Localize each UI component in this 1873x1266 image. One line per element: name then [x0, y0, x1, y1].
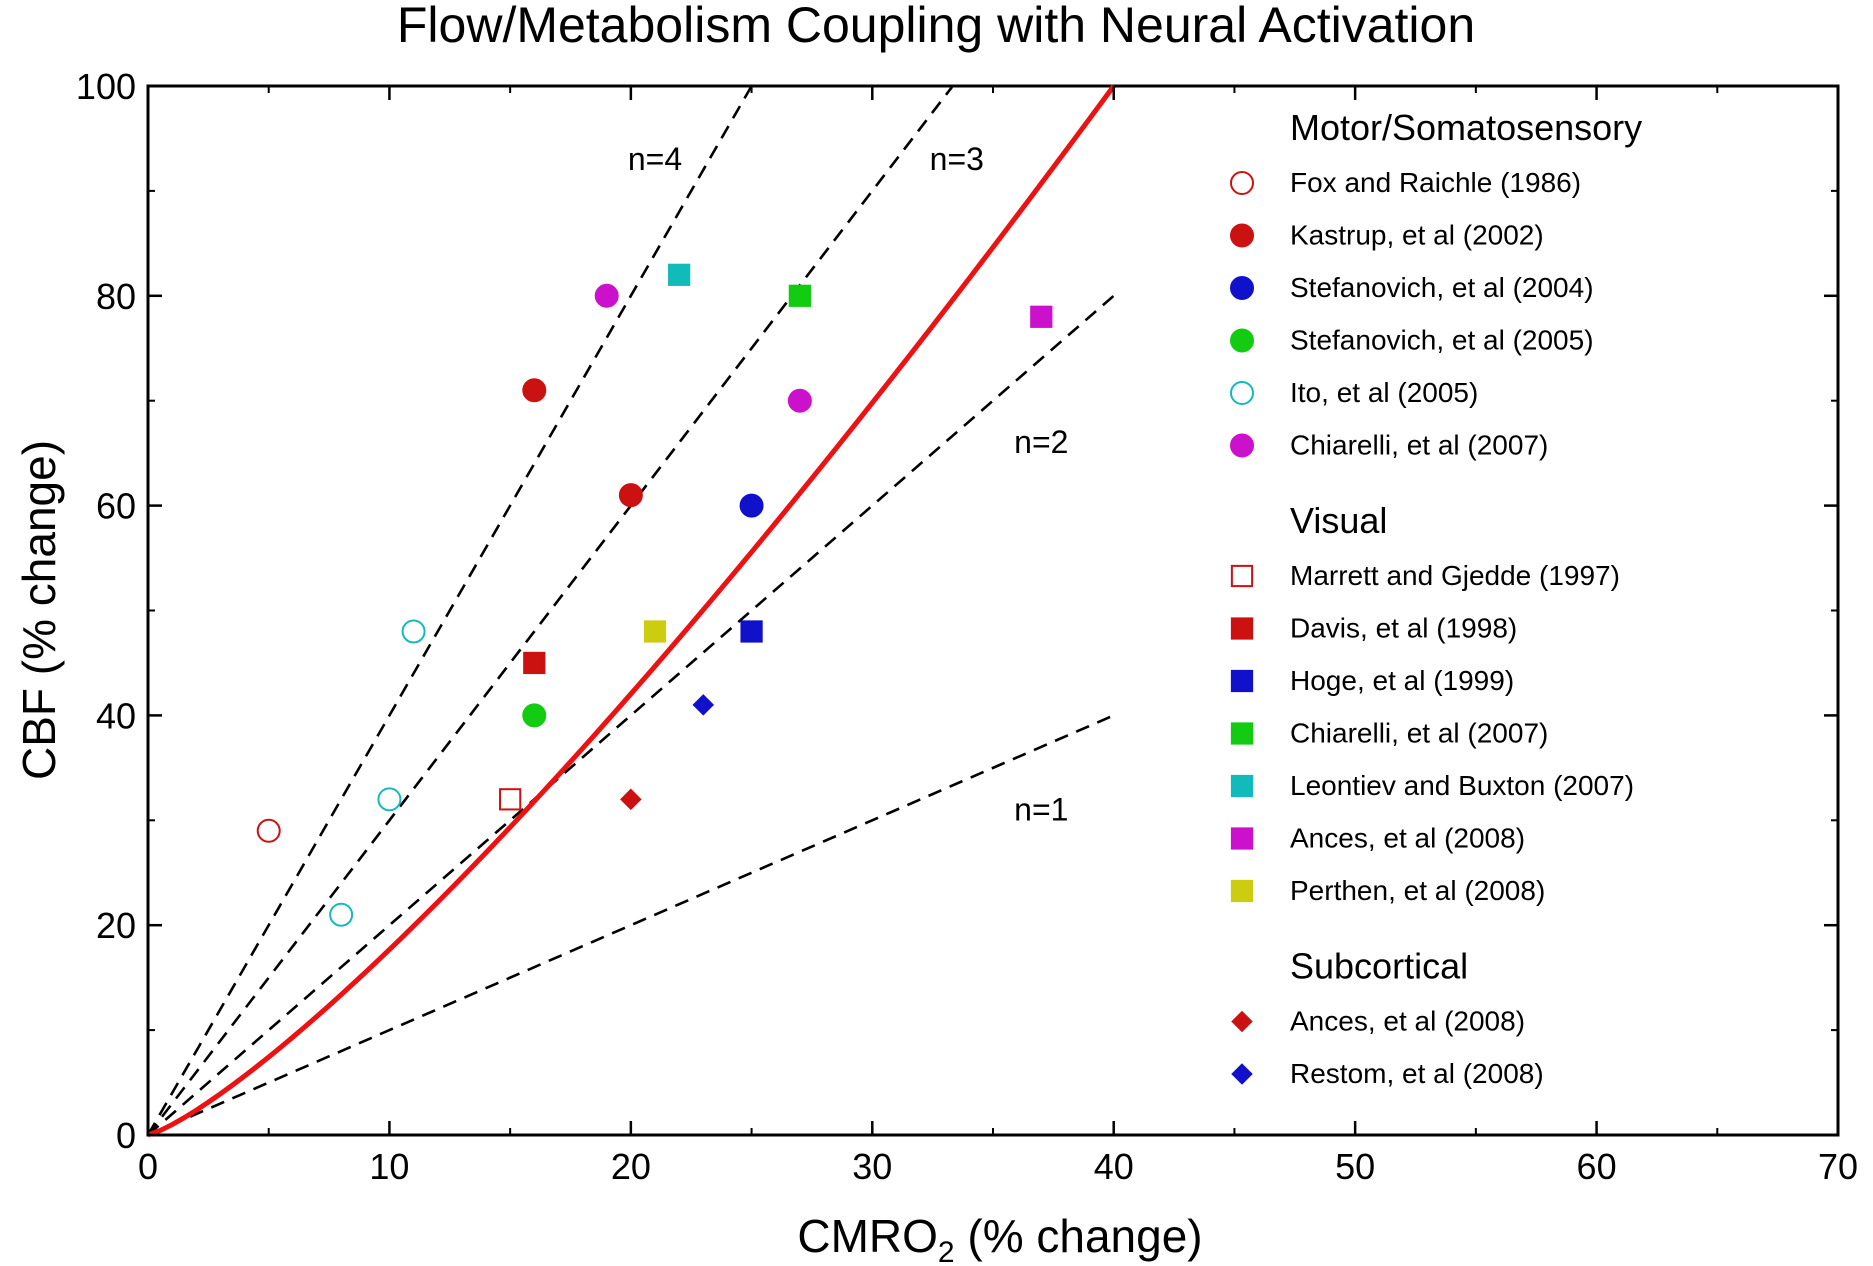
- data-point: [329, 902, 354, 927]
- data-point: [256, 818, 281, 843]
- reference-line-n1: [147, 714, 1115, 1137]
- legend-marker: [1230, 669, 1254, 693]
- legend-entry-label: Ito, et al (2005): [1290, 377, 1478, 408]
- legend-marker: [1230, 223, 1254, 248]
- data-point: [522, 378, 547, 403]
- x-tick-label: 20: [611, 1146, 651, 1187]
- legend-entry-label: Fox and Raichle (1986): [1290, 167, 1581, 198]
- legend-entry-label: Ances, et al (2008): [1290, 823, 1525, 854]
- reference-line-n2: [147, 294, 1115, 1136]
- data-point: [594, 283, 619, 308]
- legend-heading: Visual: [1290, 500, 1387, 541]
- x-axis-label-sub: 2: [938, 1236, 955, 1266]
- legend-marker: [1230, 381, 1254, 405]
- legend-marker: [1230, 617, 1254, 640]
- x-tick-label: 10: [369, 1146, 409, 1187]
- data-point: [668, 263, 691, 286]
- x-tick-label: 40: [1094, 1146, 1134, 1187]
- data-point: [522, 703, 547, 728]
- legend-entry-label: Perthen, et al (2008): [1290, 875, 1545, 906]
- legend-marker: [1230, 276, 1254, 300]
- legend-marker: [1230, 433, 1254, 458]
- reference-line-label: n=1: [1014, 791, 1068, 827]
- legend-entry-label: Ances, et al (2008): [1290, 1006, 1525, 1037]
- data-point: [377, 787, 402, 812]
- x-axis-label-rest: (% change): [955, 1210, 1203, 1262]
- x-tick-label: 70: [1818, 1146, 1858, 1187]
- x-axis-label: CMRO2 (% change): [797, 1210, 1202, 1266]
- y-tick-label: 40: [96, 695, 136, 736]
- legend-marker: [1230, 328, 1254, 353]
- legend-marker: [1231, 1010, 1253, 1033]
- data-point: [620, 788, 642, 811]
- reference-line-label: n=4: [628, 141, 682, 177]
- reference-line-label: n=3: [930, 141, 984, 177]
- y-tick-label: 100: [76, 66, 136, 107]
- reference-line-n3: [146, 86, 953, 1136]
- fit-curve: [147, 84, 1116, 1138]
- legend-marker: [1230, 564, 1254, 588]
- data-point: [499, 788, 522, 811]
- x-tick-label: 50: [1335, 1146, 1375, 1187]
- legend-marker: [1230, 879, 1254, 903]
- legend-entry-label: Restom, et al (2008): [1290, 1058, 1544, 1089]
- legend-marker: [1230, 827, 1254, 850]
- legend: Motor/Somatosensory Fox and Raichle (1986…: [1230, 107, 1642, 1089]
- legend-marker: [1230, 171, 1254, 195]
- legend-entry-label: Stefanovich, et al (2005): [1290, 325, 1594, 356]
- x-tick-label: 60: [1577, 1146, 1617, 1187]
- legend-entry-label: Leontiev and Buxton (2007): [1290, 770, 1634, 801]
- x-tick-label: 30: [852, 1146, 892, 1187]
- data-point: [1030, 305, 1053, 328]
- legend-entry-label: Chiarelli, et al (2007): [1290, 718, 1548, 749]
- data-point: [739, 493, 764, 518]
- data-point: [643, 620, 667, 643]
- y-tick-label: 60: [96, 486, 136, 527]
- chart-title: Flow/Metabolism Coupling with Neural Act…: [397, 0, 1475, 53]
- legend-entry-label: Kastrup, et al (2002): [1290, 220, 1544, 251]
- y-tick-label: 80: [96, 276, 136, 317]
- data-point: [523, 651, 546, 675]
- y-tick-label: 20: [96, 905, 136, 946]
- x-tick-label: 0: [138, 1146, 158, 1187]
- y-axis-label: CBF (% change): [13, 440, 65, 780]
- data-points: [256, 263, 1053, 927]
- legend-entry-label: Stefanovich, et al (2004): [1290, 272, 1594, 303]
- reference-line-n4: [146, 85, 753, 1136]
- y-axis-ticks: 0 20 40 60 80 100: [76, 66, 1838, 1156]
- legend-entry-label: Hoge, et al (1999): [1290, 665, 1514, 696]
- data-point: [401, 619, 426, 644]
- y-tick-label: 0: [116, 1115, 136, 1156]
- fit-curve-group: [147, 84, 1116, 1138]
- data-point: [740, 620, 763, 643]
- legend-marker: [1230, 774, 1254, 798]
- data-point: [788, 284, 811, 307]
- x-axis-label-main: CMRO: [797, 1210, 938, 1262]
- legend-marker: [1231, 1063, 1253, 1085]
- legend-entry-label: Marrett and Gjedde (1997): [1290, 560, 1620, 591]
- legend-entry-label: Chiarelli, et al (2007): [1290, 430, 1548, 461]
- data-point: [618, 483, 643, 508]
- legend-heading: Motor/Somatosensory: [1290, 107, 1642, 148]
- reference-line-label: n=2: [1014, 424, 1068, 460]
- data-point: [787, 388, 812, 413]
- data-point: [692, 694, 715, 716]
- legend-marker: [1230, 722, 1254, 745]
- reference-lines: n=4 n=3 n=2 n=1: [146, 85, 1115, 1137]
- x-axis-ticks: 0 10 20 30 40 50 60 70: [138, 86, 1858, 1187]
- legend-entry-label: Davis, et al (1998): [1290, 613, 1517, 644]
- legend-heading: Subcortical: [1290, 946, 1468, 987]
